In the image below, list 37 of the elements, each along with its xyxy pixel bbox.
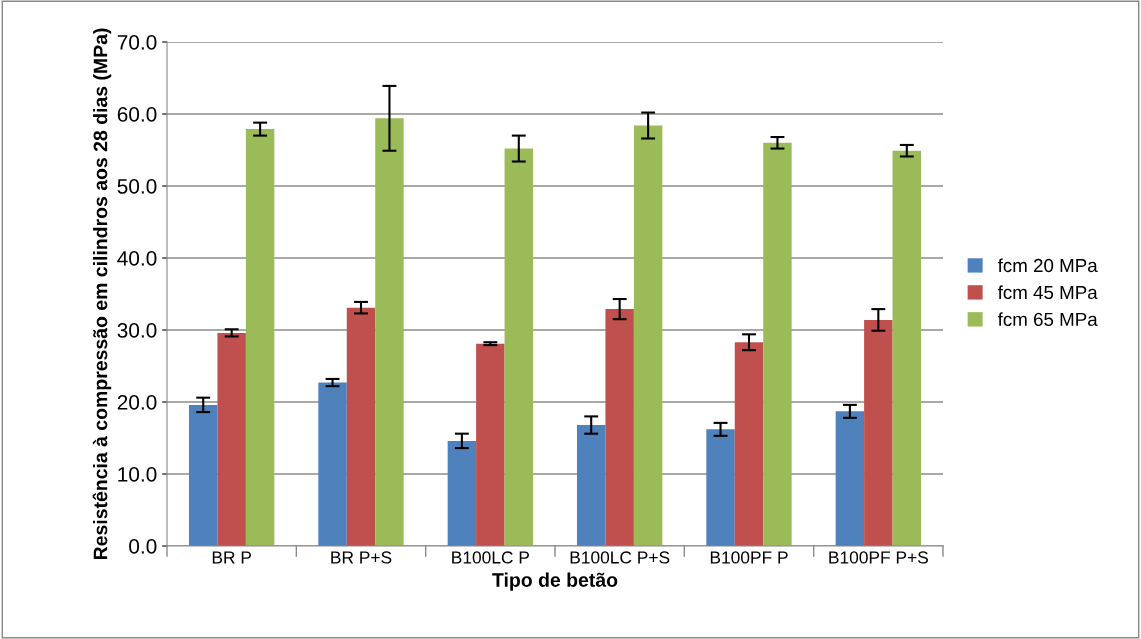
y-tick-label: 0.0 — [129, 539, 157, 554]
x-tick-label: BR P — [212, 551, 252, 564]
legend-label: fcm 65 MPa — [997, 312, 1098, 327]
bar — [633, 125, 663, 546]
y-tick-label: 20.0 — [117, 395, 157, 410]
bar — [447, 440, 477, 546]
bar — [706, 429, 735, 546]
bar — [892, 150, 922, 546]
y-tick-label: 50.0 — [117, 179, 157, 194]
legend-label: fcm 20 MPa — [997, 258, 1098, 273]
bar — [188, 404, 218, 546]
bar — [835, 411, 865, 546]
x-tick-label: BR P+S — [331, 551, 392, 564]
bar — [605, 309, 634, 546]
bar — [346, 307, 376, 546]
y-tick-label: 40.0 — [117, 251, 157, 266]
bar — [476, 343, 505, 546]
bar — [318, 382, 347, 546]
bar — [245, 129, 275, 546]
bar — [734, 342, 764, 546]
y-axis-title: Resistência à compressão em cilindros aos 28 dias (MPa) — [92, 28, 112, 560]
y-tick-label: 60.0 — [117, 107, 157, 122]
y-tick-label: 70.0 — [117, 35, 157, 50]
x-tick-label: B100LC P+S — [570, 551, 670, 564]
legend-label: fcm 45 MPa — [997, 285, 1098, 300]
bar — [576, 425, 606, 546]
bar — [217, 332, 246, 546]
bar — [864, 319, 893, 546]
y-tick-label: 30.0 — [117, 323, 157, 338]
x-tick-label: B100PF P — [710, 551, 788, 564]
x-axis-title: Tipo de betão — [492, 572, 618, 591]
x-tick-label: B100LC P — [452, 551, 529, 564]
bar — [763, 142, 792, 546]
y-tick-label: 10.0 — [118, 467, 157, 482]
bar — [504, 148, 534, 546]
bar — [375, 118, 404, 546]
x-tick-label: B100PF P+S — [829, 551, 928, 564]
